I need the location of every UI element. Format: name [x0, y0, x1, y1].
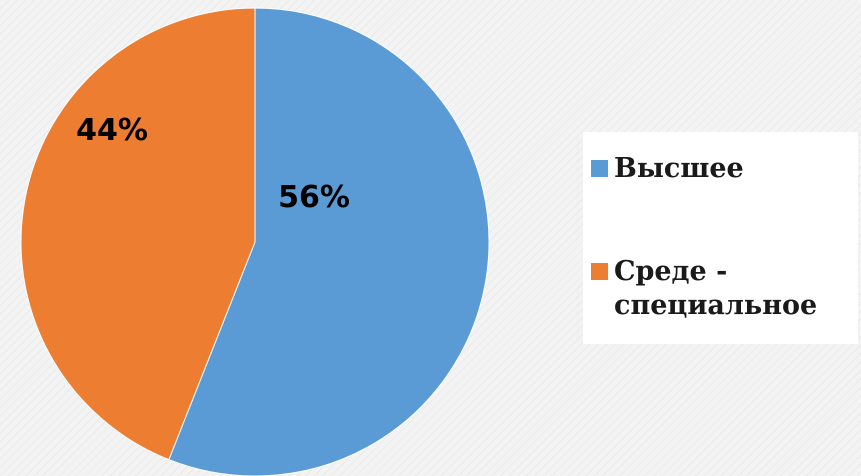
legend-swatch-srede-specialnoe: [591, 263, 608, 280]
legend-label-line-2: специальное: [614, 290, 818, 321]
legend-item-vysshee: Высшее: [591, 152, 744, 186]
legend-label-srede-specialnoe: Среде - специальное: [614, 255, 817, 323]
legend-label-vysshee: Высшее: [614, 153, 744, 184]
legend-label-line-1: Среде -: [614, 256, 728, 287]
pie-slice-vysshee: [168, 7, 490, 476]
pie-slice-srede-specialnoe: [20, 7, 256, 461]
legend-swatch-vysshee: [591, 160, 608, 177]
chart-legend: Высшее Среде - специальное: [583, 132, 858, 344]
data-label-srede-specialnoe: 44%: [76, 113, 148, 148]
data-label-vysshee: 56%: [278, 180, 350, 215]
legend-item-srede-specialnoe: Среде - специальное: [591, 255, 817, 323]
